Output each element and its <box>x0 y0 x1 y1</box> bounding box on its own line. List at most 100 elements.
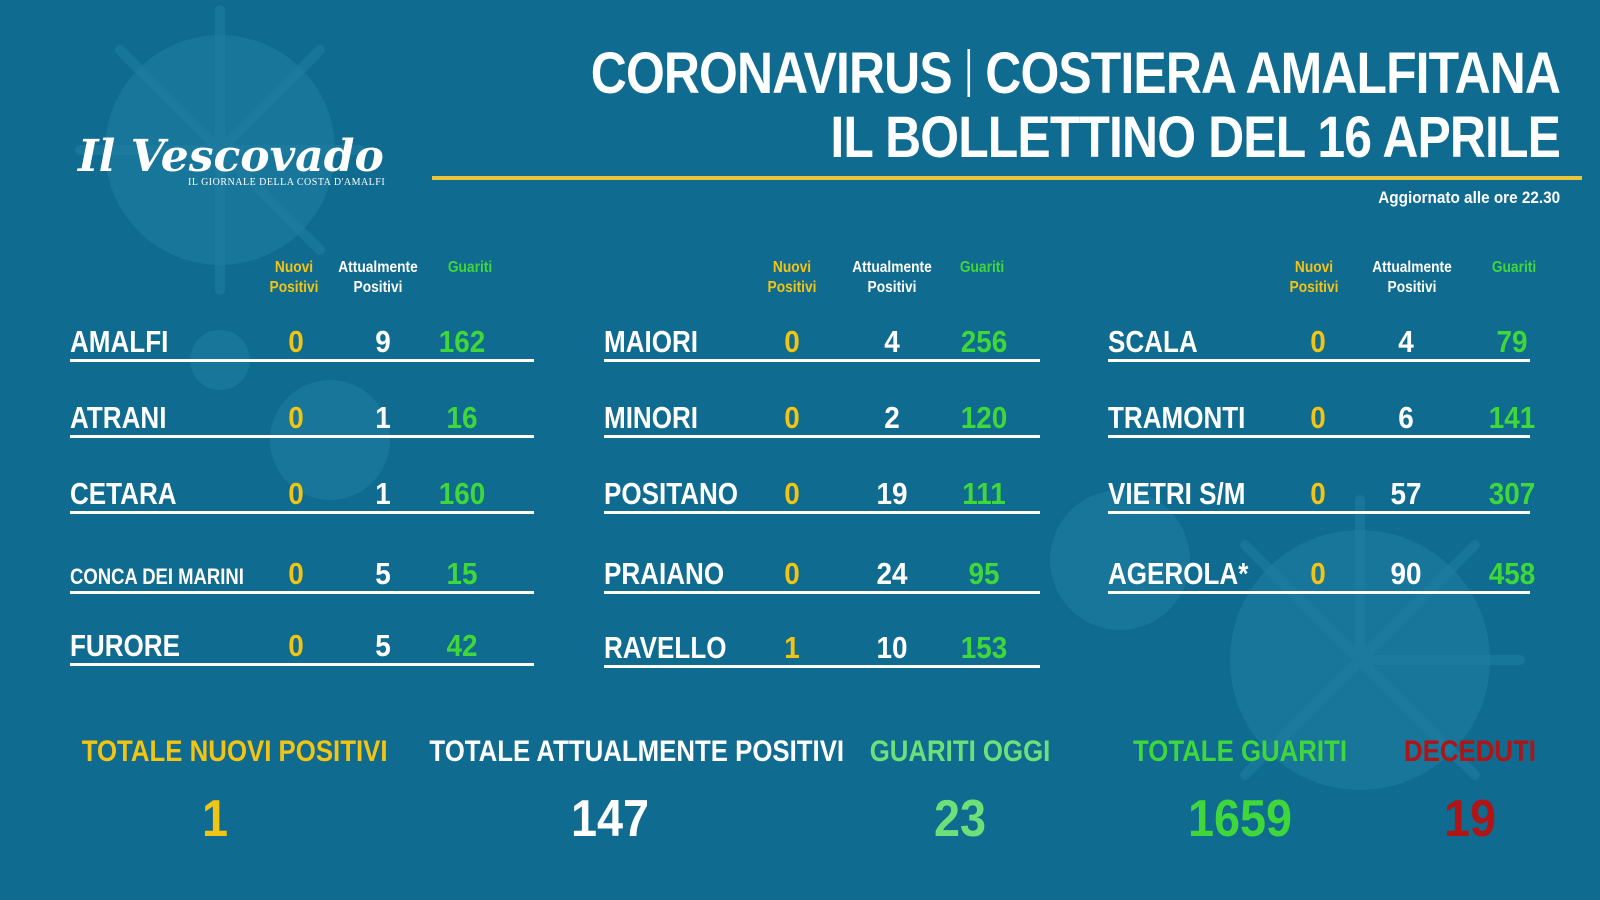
row-rule <box>70 435 534 438</box>
total-nuovi-label: TOTALE NUOVI POSITIVI <box>81 735 388 768</box>
row-guariti: 95 <box>968 556 1000 591</box>
header-guariti: Guariti <box>1491 259 1537 276</box>
row-guariti: 153 <box>960 630 1008 665</box>
header-nuovi-positivi: Nuovi Positivi <box>1289 259 1339 296</box>
row-guariti: 458 <box>1488 556 1536 591</box>
totale-guariti: TOTALE GUARITI 1659 <box>1110 735 1370 849</box>
logo-tagline: IL GIORNALE DELLA COSTA D'AMALFI <box>188 177 386 188</box>
table-row: MAIORI 0 4 256 <box>604 322 1040 362</box>
row-name: PRAIANO <box>604 556 725 591</box>
row-name: AMALFI <box>70 324 169 359</box>
row-nuovi: 0 <box>1310 476 1326 511</box>
table-row: AGEROLA* 0 90 458 <box>1108 554 1535 594</box>
row-name: CONCA DEI MARINI <box>70 564 244 589</box>
totale-guariti-value: 1659 <box>1187 790 1293 848</box>
row-guariti: 307 <box>1488 476 1536 511</box>
row-nuovi: 0 <box>288 400 304 435</box>
row-guariti: 120 <box>960 400 1008 435</box>
row-name: CETARA <box>70 476 177 511</box>
row-rule <box>604 435 1040 438</box>
row-nuovi: 0 <box>288 556 304 591</box>
row-guariti: 79 <box>1496 324 1528 359</box>
row-rule <box>70 663 534 666</box>
row-attualmente: 4 <box>884 324 900 359</box>
row-rule <box>70 359 534 362</box>
guariti-oggi-label: GUARITI OGGI <box>869 735 1051 768</box>
row-nuovi: 0 <box>784 476 800 511</box>
row-attualmente: 90 <box>1390 556 1422 591</box>
row-name: MAIORI <box>604 324 699 359</box>
row-name: POSITANO <box>604 476 739 511</box>
logo-name: Il Vescovado <box>78 131 384 182</box>
row-nuovi: 0 <box>1310 556 1326 591</box>
row-rule <box>1108 359 1530 362</box>
guariti-oggi-value: 23 <box>933 790 987 848</box>
row-rule <box>1108 435 1530 438</box>
row-nuovi: 0 <box>288 324 304 359</box>
row-nuovi: 0 <box>288 476 304 511</box>
row-name: MINORI <box>604 400 699 435</box>
table-row: AMALFI 0 9 162 <box>70 322 534 362</box>
table-row: ATRANI 0 1 16 <box>70 398 534 438</box>
row-name: RAVELLO <box>604 630 727 665</box>
row-attualmente: 6 <box>1398 400 1414 435</box>
row-nuovi: 0 <box>784 556 800 591</box>
row-rule <box>70 591 534 594</box>
row-rule <box>604 591 1040 594</box>
row-attualmente: 19 <box>876 476 908 511</box>
guariti-oggi: GUARITI OGGI 23 <box>850 735 1070 849</box>
row-guariti: 162 <box>438 324 486 359</box>
deceduti: DECEDUTI 19 <box>1380 735 1560 849</box>
table-row: FURORE 0 5 42 <box>70 626 534 666</box>
total-attualmente-positivi: TOTALE ATTUALMENTE POSITIVI 147 <box>400 735 844 849</box>
totale-guariti-label: TOTALE GUARITI <box>1132 735 1348 768</box>
row-rule <box>604 665 1040 668</box>
logo: Il Vescovado IL GIORNALE DELLA COSTA D'A… <box>78 135 408 193</box>
table-row: POSITANO 0 19 111 <box>604 474 1040 514</box>
title-separator <box>967 49 970 97</box>
row-name: FURORE <box>70 628 180 663</box>
title-costiera: COSTIERA AMALFITANA <box>985 41 1561 106</box>
row-name: ATRANI <box>70 400 167 435</box>
row-name: SCALA <box>1108 324 1198 359</box>
row-guariti: 15 <box>446 556 478 591</box>
row-attualmente: 5 <box>375 628 391 663</box>
table-row: PRAIANO 0 24 95 <box>604 554 1040 594</box>
update-time: Aggiornato alle ore 22.30 <box>1378 188 1560 207</box>
header-guariti: Guariti <box>959 259 1005 276</box>
table-row: TRAMONTI 0 6 141 <box>1108 398 1535 438</box>
row-nuovi: 0 <box>784 400 800 435</box>
row-attualmente: 10 <box>876 630 908 665</box>
row-rule <box>1108 591 1530 594</box>
table-row: VIETRI S/M 0 57 307 <box>1108 474 1535 514</box>
row-attualmente: 2 <box>884 400 900 435</box>
row-nuovi: 1 <box>784 630 800 665</box>
header-attualmente-positivi: Attualmente Positivi <box>338 259 418 296</box>
total-nuovi-positivi: TOTALE NUOVI POSITIVI 1 <box>60 735 388 849</box>
row-guariti: 141 <box>1488 400 1536 435</box>
deceduti-label: DECEDUTI <box>1404 735 1536 768</box>
row-guariti: 256 <box>960 324 1008 359</box>
row-attualmente: 24 <box>876 556 908 591</box>
row-name: AGEROLA* <box>1108 556 1249 591</box>
title-coronavirus: CORONAVIRUS <box>590 41 953 106</box>
row-nuovi: 0 <box>288 628 304 663</box>
row-guariti: 160 <box>438 476 486 511</box>
row-attualmente: 1 <box>375 400 391 435</box>
row-attualmente: 57 <box>1390 476 1422 511</box>
row-rule <box>604 359 1040 362</box>
total-attualmente-value: 147 <box>570 790 650 848</box>
row-guariti: 16 <box>446 400 478 435</box>
header-attualmente-positivi: Attualmente Positivi <box>1372 259 1452 296</box>
deceduti-value: 19 <box>1443 790 1497 848</box>
header-guariti: Guariti <box>447 259 493 276</box>
row-nuovi: 0 <box>784 324 800 359</box>
header-nuovi-positivi: Nuovi Positivi <box>767 259 817 296</box>
title-underline <box>432 176 1582 180</box>
row-nuovi: 0 <box>1310 400 1326 435</box>
row-attualmente: 9 <box>375 324 391 359</box>
table-row: RAVELLO 1 10 153 <box>604 628 1040 668</box>
header-nuovi-positivi: Nuovi Positivi <box>269 259 319 296</box>
row-nuovi: 0 <box>1310 324 1326 359</box>
